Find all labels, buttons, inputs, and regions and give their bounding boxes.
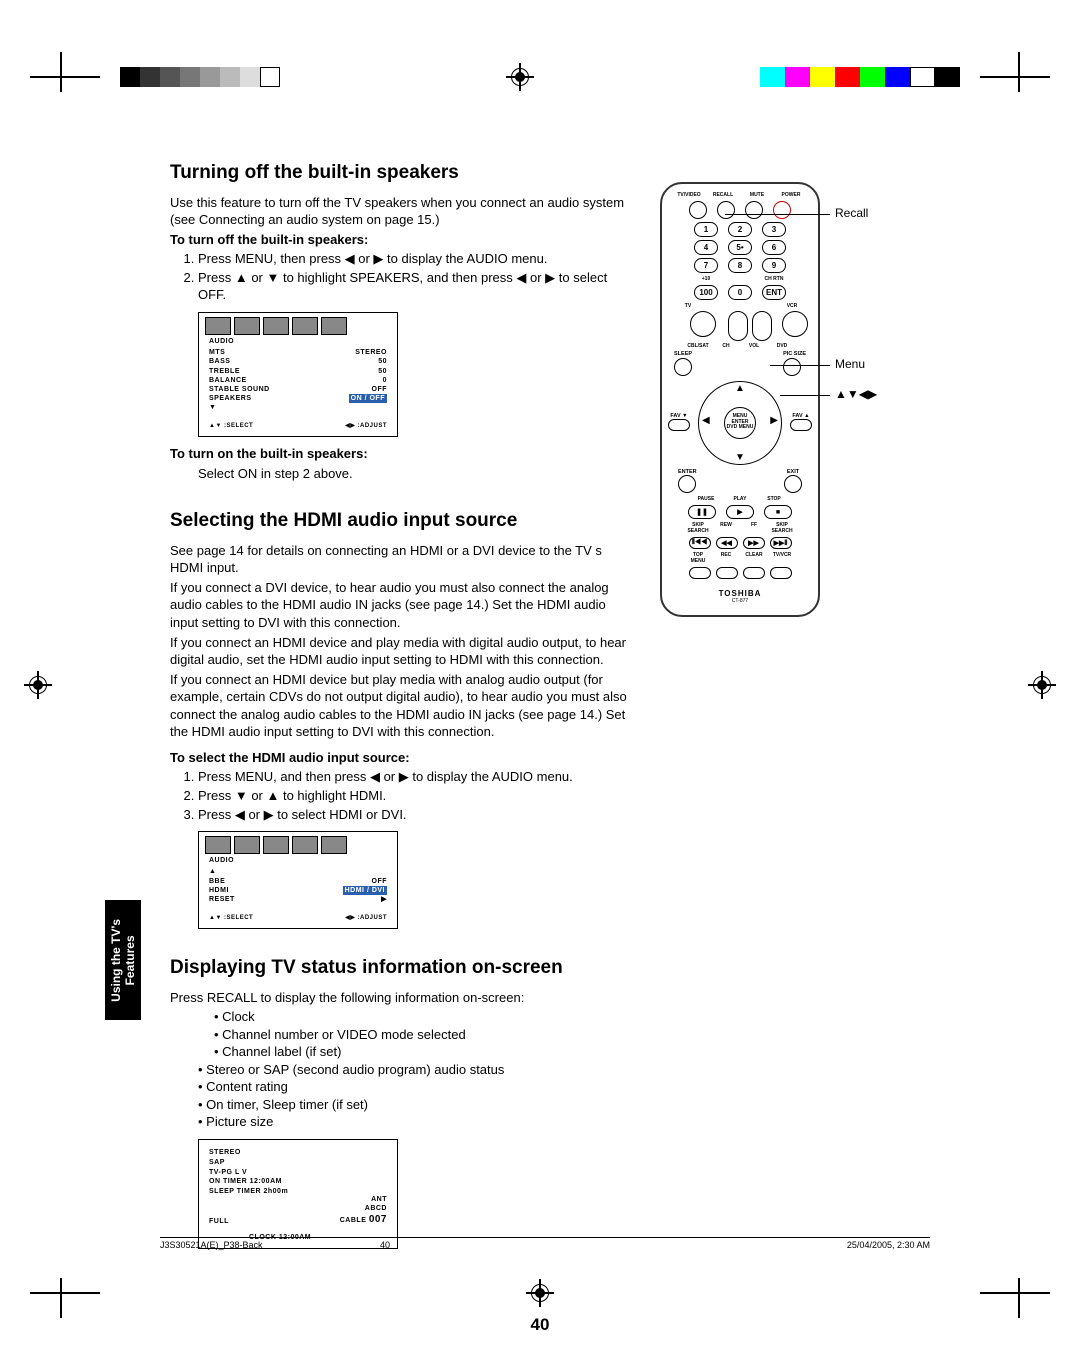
btn-mute [745, 201, 763, 219]
btn-2: 2 [728, 222, 752, 237]
osd-audio-speakers: AUDIO MTSSTEREO BASS50 TREBLE50 BALANCE0… [198, 312, 398, 437]
heading-hdmi: Selecting the HDMI audio input source [170, 508, 630, 534]
register-mark-bottom [526, 1279, 554, 1307]
btn-4: 4 [694, 240, 718, 255]
btn-topmenu [689, 567, 711, 579]
btn-6: 6 [762, 240, 786, 255]
color-calibration-strip [760, 67, 960, 87]
btn-stop: ■ [764, 505, 792, 519]
btn-tvvcr [770, 567, 792, 579]
btn-fav-down [668, 419, 690, 431]
heading-speakers: Turning off the built-in speakers [170, 160, 630, 186]
btn-3: 3 [762, 222, 786, 237]
btn-pause: ❚❚ [688, 505, 716, 519]
print-footer: J3S30521A(E)_P38-Back 40 25/04/2005, 2:3… [160, 1237, 930, 1250]
btn-play: ▶ [726, 505, 754, 519]
btn-ent: ENT [762, 285, 786, 300]
osd-audio-hdmi: AUDIO ▲ BBEOFF HDMIHDMI / DVI RESET▶ ▲▼ … [198, 831, 398, 929]
btn-power [773, 201, 791, 219]
register-mark-top [506, 63, 534, 91]
heading-status: Displaying TV status information on-scre… [170, 955, 630, 981]
btn-menu: MENUENTERDVD MENU [724, 407, 756, 439]
footer-page: 40 [380, 1240, 930, 1250]
btn-cblsat [690, 311, 716, 337]
register-mark-left [24, 671, 52, 699]
section-hdmi-audio: Selecting the HDMI audio input source Se… [170, 508, 630, 929]
page-content: Using the TV'sFeatures Turning off the b… [170, 160, 910, 1275]
btn-1: 1 [694, 222, 718, 237]
model-label: CT-877 [668, 598, 812, 604]
btn-rec [716, 567, 738, 579]
section-status: Displaying TV status information on-scre… [170, 955, 630, 1249]
btn-vol [752, 311, 772, 341]
btn-ch [728, 311, 748, 341]
section-speakers: Turning off the built-in speakers Use th… [170, 160, 630, 482]
btn-clear [743, 567, 765, 579]
btn-sleep [674, 358, 692, 376]
btn-fav-up [790, 419, 812, 431]
btn-100: 100 [694, 285, 718, 300]
osd-status: STEREO SAP TV-PG L V ON TIMER 12:00AM SL… [198, 1139, 398, 1249]
btn-rew: ◀◀ [716, 537, 738, 549]
bw-calibration-strip [120, 67, 280, 87]
btn-recall [717, 201, 735, 219]
btn-7: 7 [694, 258, 718, 273]
btn-exit [784, 475, 802, 493]
remote-illustration: TV/VIDEORECALLMUTEPOWER 123 45•6 789 +10… [660, 182, 910, 617]
btn-5: 5• [728, 240, 752, 255]
brand-label: TOSHIBA [668, 589, 812, 598]
printmark-top [0, 62, 1080, 92]
btn-ff: ▶▶ [743, 537, 765, 549]
page-number: 40 [170, 1315, 910, 1335]
btn-8: 8 [728, 258, 752, 273]
callout-menu: Menu [835, 357, 865, 371]
printmark-bottom [0, 1278, 1080, 1308]
callout-recall: Recall [835, 206, 868, 220]
footer-file: J3S30521A(E)_P38-Back [160, 1240, 263, 1250]
btn-picsize [783, 358, 801, 376]
dpad: MENUENTERDVD MENU ▲▼◀▶ [698, 381, 782, 465]
btn-9: 9 [762, 258, 786, 273]
btn-tvvideo [689, 201, 707, 219]
register-mark-right [1028, 671, 1056, 699]
remote-body: TV/VIDEORECALLMUTEPOWER 123 45•6 789 +10… [660, 182, 820, 617]
btn-0: 0 [728, 285, 752, 300]
btn-dvd [782, 311, 808, 337]
callout-arrows: ▲▼◀▶ [835, 387, 877, 401]
btn-skip-fwd: ▶▶⦀ [770, 537, 792, 549]
section-tab: Using the TV'sFeatures [105, 900, 141, 1020]
btn-enter [678, 475, 696, 493]
btn-skip-back: ⦀◀◀ [689, 537, 711, 549]
